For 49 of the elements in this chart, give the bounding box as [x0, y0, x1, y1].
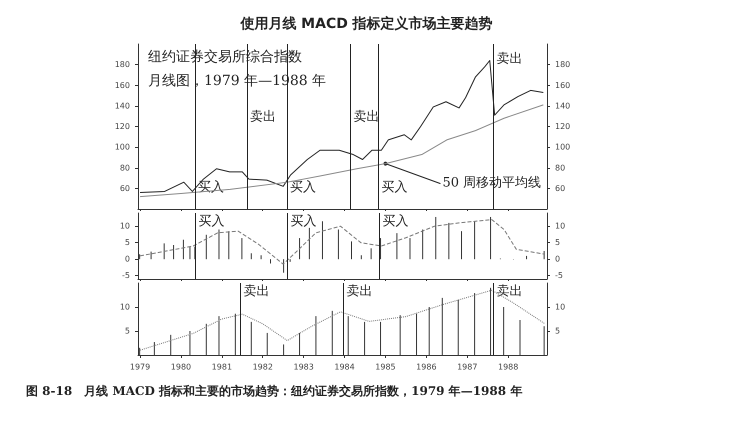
x-tick-label: 1985	[375, 362, 396, 372]
x-tick-label: 1987	[457, 362, 478, 372]
x-tick-label: 1981	[212, 362, 232, 372]
y2-tick-label: 10	[555, 222, 566, 231]
y-tick-label: 180	[114, 60, 130, 70]
y-tick-label: 80	[120, 163, 130, 172]
x-tick-label: 1979	[130, 362, 150, 372]
y2-tick-label: 80	[555, 163, 566, 172]
y-tick-label: 140	[114, 101, 130, 110]
y-tick-label: 100	[114, 142, 130, 152]
y2-tick-label: -5	[555, 271, 563, 280]
ref-line-label: 卖出	[354, 109, 380, 124]
y-tick-label: 0	[124, 254, 130, 264]
ref-line-label: 买入	[290, 180, 316, 196]
y-tick-label: 160	[114, 80, 130, 90]
y-tick-label: -5	[122, 271, 130, 280]
ref-line-label: 买入	[290, 214, 316, 229]
x-tick-label: 1980	[170, 362, 192, 372]
y2-tick-label: 180	[555, 60, 570, 70]
x-tick-label: 1988	[498, 362, 518, 372]
ref-line-label: 卖出	[346, 284, 372, 299]
caption: 图 8-18 月线 MACD 指标和主要的市场趋势：纽约证券交易所指数，1979 年—1988 年	[26, 384, 522, 398]
y-tick-label: 60	[120, 184, 130, 193]
y2-tick-label: 100	[555, 142, 570, 152]
y2-tick-label: 5	[555, 238, 560, 248]
x-tick-label: 1982	[252, 362, 273, 372]
y-tick-label: 5	[124, 326, 130, 336]
ref-line-label: 买入	[382, 214, 408, 229]
x-tick-label: 1984	[334, 362, 355, 372]
y2-tick-label: 5	[555, 326, 560, 336]
ref-line-label: 卖出	[250, 109, 276, 124]
y-tick-label: 120	[114, 122, 130, 131]
ref-line-label: 买入	[381, 180, 408, 196]
y2-tick-label: 140	[555, 101, 570, 110]
y-tick-label: 10	[120, 302, 130, 312]
ref-line-label: 卖出	[496, 284, 522, 299]
y2-tick-label: 120	[555, 122, 570, 131]
ref-line-label: 卖出	[496, 52, 522, 66]
x-tick-label: 1986	[416, 362, 437, 372]
ref-line-label: 卖出	[243, 284, 270, 299]
y2-tick-label: 60	[555, 184, 566, 193]
y2-tick-label: 0	[555, 254, 560, 264]
y2-tick-label: 160	[555, 80, 570, 90]
y-tick-label: 10	[120, 222, 130, 231]
x-tick-label: 1983	[293, 362, 314, 372]
chart-title: 使用月线 MACD 指标定义市场主要趋势	[239, 15, 493, 32]
y-tick-label: 5	[124, 238, 130, 248]
y2-tick-label: 10	[555, 302, 566, 312]
ref-line-label: 买入	[198, 214, 224, 229]
